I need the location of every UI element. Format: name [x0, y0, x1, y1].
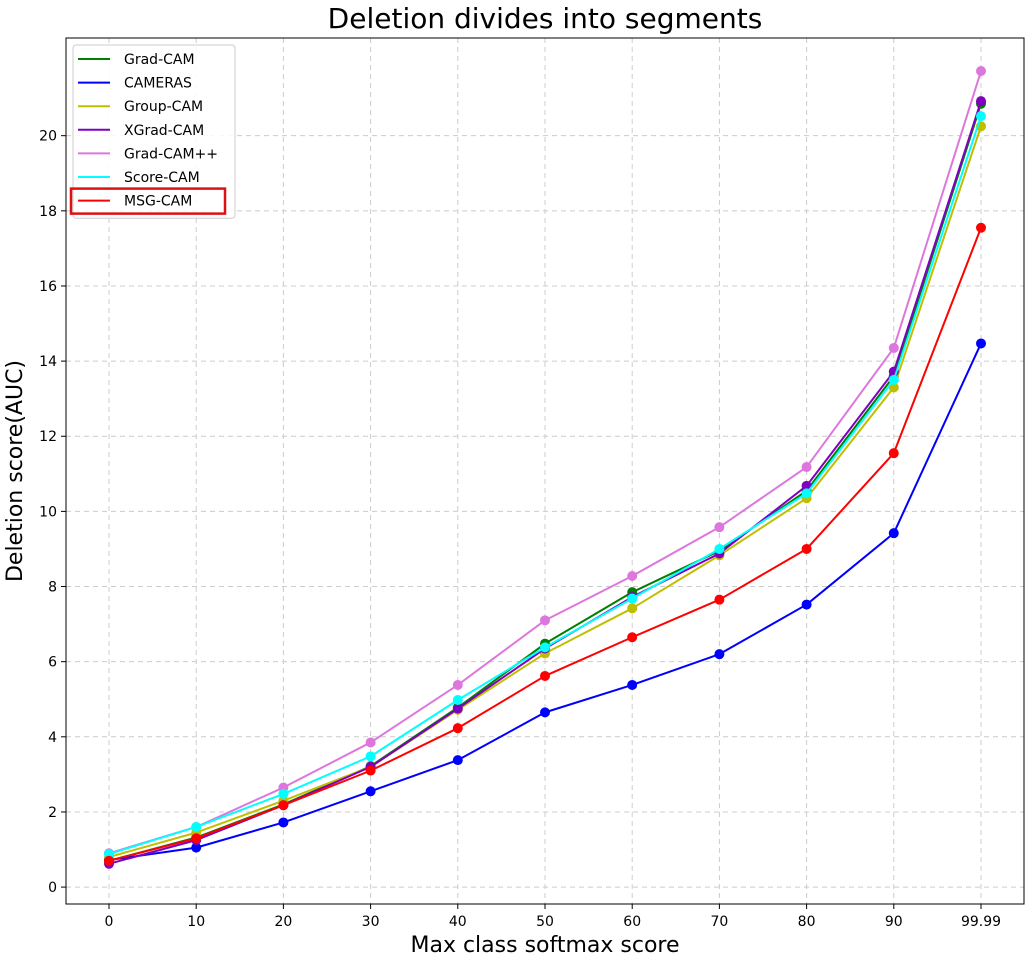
data-point: [801, 543, 812, 554]
data-point: [714, 522, 725, 533]
data-point: [278, 800, 289, 811]
data-point: [627, 603, 638, 614]
legend-item: Group-CAM: [78, 99, 203, 115]
y-tick-label: 14: [39, 354, 57, 370]
legend-item: Grad-CAM: [78, 52, 195, 68]
data-point: [888, 382, 899, 393]
legend-item: Grad-CAM++: [78, 146, 218, 162]
legend-label: MSG-CAM: [124, 194, 192, 210]
data-point: [278, 817, 289, 828]
data-point: [714, 543, 725, 554]
data-point: [976, 338, 986, 349]
data-point: [452, 723, 463, 734]
data-point: [452, 755, 463, 766]
data-point: [191, 842, 202, 853]
y-tick-label: 8: [48, 580, 57, 596]
x-tick-label: 10: [187, 914, 205, 930]
data-point: [365, 765, 376, 776]
x-tick-label: 60: [623, 914, 641, 930]
legend-label: CAMERAS: [124, 76, 192, 92]
data-point: [801, 488, 812, 499]
data-point: [801, 480, 812, 491]
legend-label: XGrad-CAM: [124, 123, 204, 139]
series-group: [104, 66, 986, 869]
x-tick-label: 70: [710, 914, 728, 930]
legend-item: Score-CAM: [78, 170, 200, 186]
x-tick-label: 90: [885, 914, 903, 930]
y-tick-label: 2: [48, 805, 57, 821]
y-tick-label: 18: [39, 204, 57, 220]
data-point: [801, 599, 812, 610]
data-point: [627, 632, 638, 643]
legend-item: XGrad-CAM: [78, 123, 204, 139]
legend-label: Score-CAM: [124, 170, 200, 186]
y-tick-label: 0: [48, 880, 57, 896]
data-point: [452, 679, 463, 690]
data-point: [104, 855, 114, 866]
y-tick-label: 10: [39, 504, 57, 520]
axes: 0 10 20 30 40 50 60 70 80 90 99.99 0 2 4 6 8 10 12 14 16 18 2…: [39, 129, 1001, 930]
data-point: [888, 374, 899, 385]
legend-label: Group-CAM: [124, 99, 203, 115]
data-point: [365, 751, 376, 762]
legend-box: [72, 44, 236, 219]
data-point: [452, 703, 463, 714]
data-point: [801, 462, 812, 473]
chart-title: Deletion divides into segments: [328, 2, 763, 35]
data-point: [540, 670, 550, 681]
y-tick-label: 20: [39, 129, 57, 145]
data-point: [540, 707, 550, 718]
data-point: [714, 649, 725, 660]
x-tick-label: 0: [105, 914, 114, 930]
x-tick-label: 99.99: [961, 914, 1001, 930]
data-point: [191, 833, 202, 844]
series-msg-cam: [104, 222, 986, 866]
y-tick-label: 4: [48, 730, 57, 746]
legend-label: Grad-CAM: [124, 52, 195, 68]
data-point: [627, 571, 638, 582]
data-point: [888, 448, 899, 459]
data-point: [888, 342, 899, 353]
data-point: [365, 786, 376, 797]
legend-item: MSG-CAM: [69, 187, 227, 215]
y-axis-title: Deletion score(AUC): [3, 360, 28, 582]
grid: [66, 38, 1024, 904]
data-point: [976, 66, 986, 77]
y-tick-label: 12: [39, 429, 57, 445]
y-tick-label: 16: [39, 279, 57, 295]
data-point: [714, 594, 725, 605]
data-point: [365, 737, 376, 748]
series-score-cam: [104, 111, 986, 860]
x-tick-label: 20: [274, 914, 292, 930]
legend-label: Grad-CAM++: [124, 146, 218, 162]
data-point: [976, 222, 986, 233]
x-tick-label: 80: [798, 914, 816, 930]
x-tick-label: 40: [449, 914, 467, 930]
x-tick-label: 30: [362, 914, 380, 930]
data-point: [888, 528, 899, 539]
data-point: [452, 694, 463, 705]
data-point: [976, 96, 986, 107]
data-point: [540, 615, 550, 626]
data-point: [627, 679, 638, 690]
data-point: [278, 788, 289, 799]
legend: Grad-CAM CAMERAS Group-CAM XGrad-CAM Grad-CA…: [69, 44, 236, 219]
x-tick-label: 50: [536, 914, 554, 930]
data-point: [540, 642, 550, 653]
legend-highlight-box: [69, 187, 227, 215]
data-point: [976, 111, 986, 122]
data-point: [627, 593, 638, 604]
x-axis-title: Max class softmax score: [410, 933, 679, 958]
data-point: [191, 821, 202, 832]
legend-item: CAMERAS: [78, 76, 192, 92]
y-tick-label: 6: [48, 655, 57, 671]
